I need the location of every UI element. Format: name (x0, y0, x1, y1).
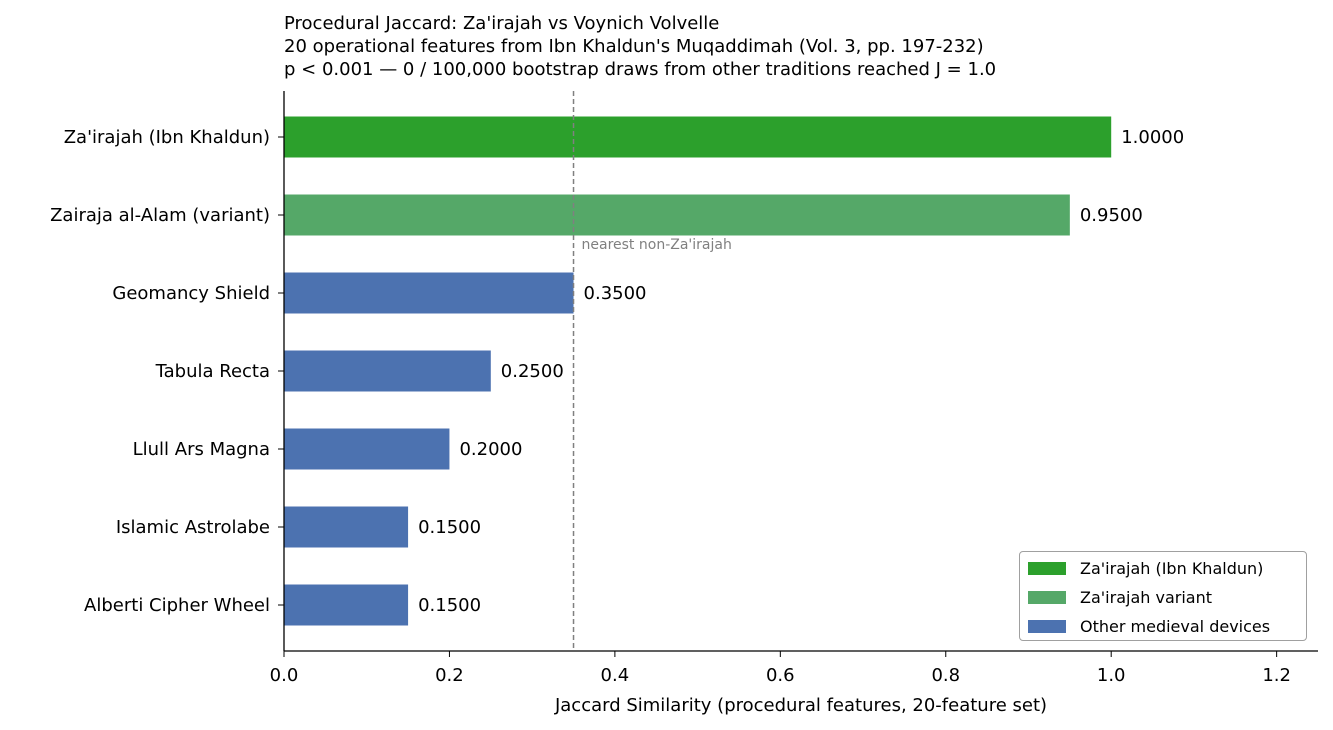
bar-value-label: 0.9500 (1080, 205, 1143, 226)
bar-value-label: 0.1500 (418, 595, 481, 616)
bar-value-label: 0.3500 (584, 283, 647, 304)
legend-label-variant: Za'irajah variant (1080, 587, 1212, 607)
x-tick-label: 0.6 (766, 665, 795, 686)
bar (284, 116, 1112, 158)
bar (284, 506, 409, 548)
y-tick-label: Geomancy Shield (112, 283, 270, 304)
legend-swatch-variant (1028, 590, 1066, 604)
y-tick-label: Islamic Astrolabe (116, 517, 270, 538)
reference-line-label: nearest non-Za'irajah (582, 237, 732, 253)
chart-legend: Za'irajah (Ibn Khaldun) Za'irajah varian… (1019, 551, 1307, 641)
bar (284, 350, 491, 392)
x-tick-label: 0.0 (270, 665, 299, 686)
y-tick-label: Zairaja al-Alam (variant) (50, 205, 270, 226)
bar-value-label: 0.2000 (459, 439, 522, 460)
y-tick-label: Za'irajah (Ibn Khaldun) (64, 127, 270, 148)
y-tick-label: Tabula Recta (155, 361, 270, 382)
legend-item-zairajah: Za'irajah (Ibn Khaldun) (1028, 557, 1263, 579)
bar (284, 194, 1070, 236)
bar (284, 272, 574, 314)
bar-value-label: 0.1500 (418, 517, 481, 538)
legend-item-other: Other medieval devices (1028, 615, 1270, 637)
chart-title: Procedural Jaccard: Za'irajah vs Voynich… (284, 12, 996, 81)
bar (284, 428, 450, 470)
chart-title-line-1: Procedural Jaccard: Za'irajah vs Voynich… (284, 13, 720, 34)
chart-title-line-3: p < 0.001 — 0 / 100,000 bootstrap draws … (284, 59, 997, 80)
bar-value-label: 0.2500 (501, 361, 564, 382)
x-tick-label: 0.4 (601, 665, 630, 686)
legend-item-variant: Za'irajah variant (1028, 586, 1212, 608)
x-tick-label: 0.8 (931, 665, 960, 686)
legend-swatch-other (1028, 619, 1066, 633)
x-axis-label: Jaccard Similarity (procedural features,… (554, 695, 1047, 716)
y-tick-label: Alberti Cipher Wheel (84, 595, 270, 616)
bar-value-label: 1.0000 (1121, 127, 1184, 148)
bar (284, 584, 409, 626)
legend-label-other: Other medieval devices (1080, 616, 1271, 636)
legend-swatch-zairajah (1028, 561, 1066, 575)
legend-label-zairajah: Za'irajah (Ibn Khaldun) (1080, 558, 1264, 578)
x-tick-label: 1.0 (1097, 665, 1126, 686)
chart-title-line-2: 20 operational features from Ibn Khaldun… (284, 36, 984, 57)
y-tick-label: Llull Ars Magna (133, 439, 270, 460)
x-tick-label: 0.2 (435, 665, 464, 686)
x-tick-label: 1.2 (1262, 665, 1291, 686)
